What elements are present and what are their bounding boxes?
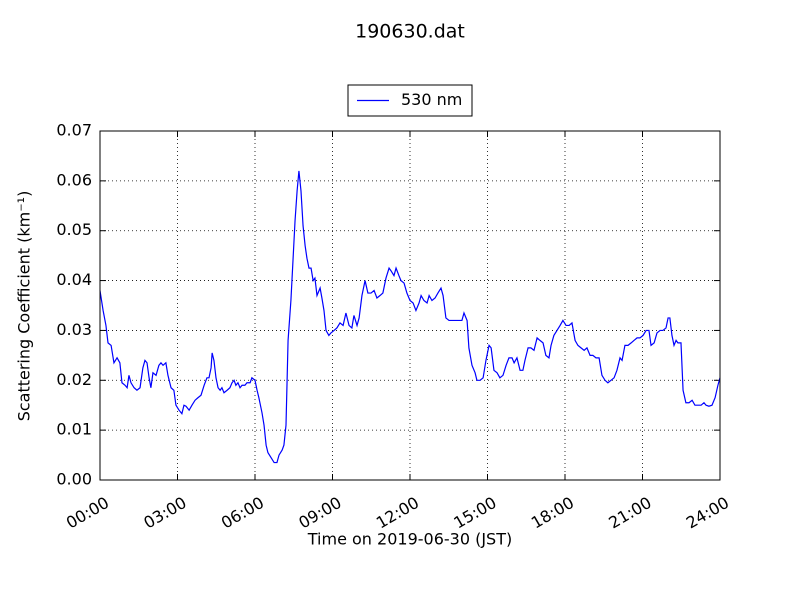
x-tick-label: 09:00 [295,493,344,533]
y-tick-label: 0.07 [56,121,92,140]
x-tick-label: 03:00 [140,493,189,533]
x-tick-label: 00:00 [63,493,112,533]
data-line [99,170,721,464]
y-tick-label: 0.06 [56,170,92,189]
y-axis-label: Scattering Coefficient (km⁻¹) [15,191,34,422]
y-tick-label: 0.02 [56,370,92,389]
x-tick-label: 12:00 [373,493,422,533]
legend-label: 530 nm [401,90,462,109]
chart-title: 190630.dat [355,21,465,43]
x-tick-label: 06:00 [218,493,267,533]
x-tick-label: 18:00 [528,493,577,533]
x-axis-label: Time on 2019-06-30 (JST) [307,530,512,549]
y-tick-label: 0.00 [56,470,92,489]
y-tick-label: 0.05 [56,220,92,239]
y-tick-label: 0.04 [56,270,92,289]
x-tick-label: 15:00 [450,493,499,533]
plot-frame [99,130,721,481]
x-tick-label: 24:00 [683,493,732,533]
y-tick-label: 0.01 [56,420,92,439]
x-tick-label: 21:00 [605,493,654,533]
y-tick-label: 0.03 [56,320,92,339]
